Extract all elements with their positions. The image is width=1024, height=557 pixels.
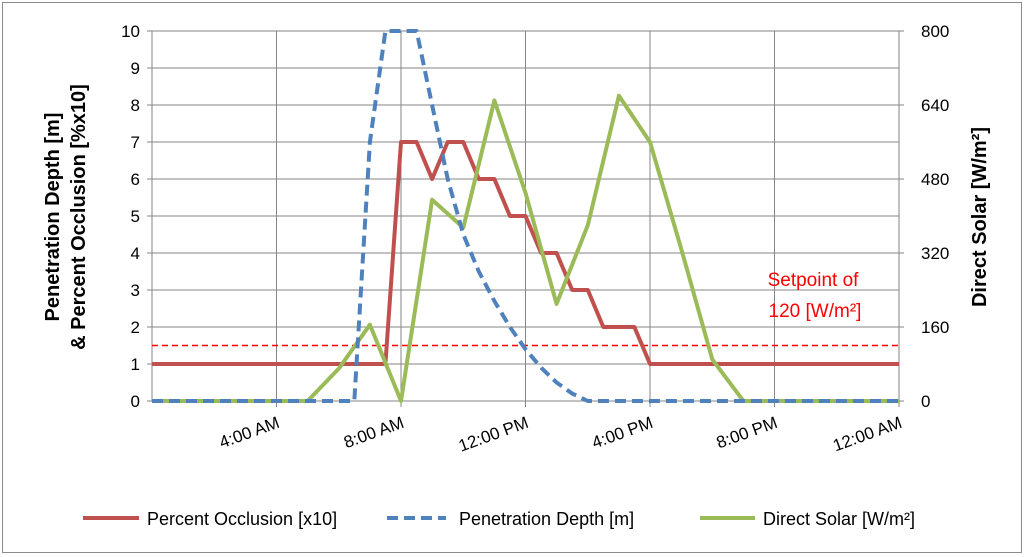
x-tick-label: 8:00 PM xyxy=(714,413,780,453)
left-axis-label-line2: & Percent Occlusion [%x10] xyxy=(68,84,90,350)
right-tick-label: 320 xyxy=(921,244,949,263)
x-tick-label: 8:00 AM xyxy=(341,413,406,452)
legend-label-occlusion: Percent Occlusion [x10] xyxy=(147,509,337,529)
left-ticks: 0 1 2 3 4 5 6 7 8 9 10 xyxy=(121,22,140,411)
left-tick-label: 1 xyxy=(131,355,140,374)
x-tick-label: 12:00 AM xyxy=(830,413,904,455)
setpoint-label-line2: 120 [W/m²] xyxy=(769,301,862,322)
x-tick-label: 12:00 PM xyxy=(456,413,531,456)
left-tick-label: 3 xyxy=(131,281,140,300)
legend: Percent Occlusion [x10] Penetration Dept… xyxy=(83,509,915,529)
series-line-penetration xyxy=(152,29,899,403)
left-tick-label: 0 xyxy=(131,392,140,411)
right-axis-label: Direct Solar [W/m²] xyxy=(969,127,991,307)
right-tick-label: 0 xyxy=(921,392,930,411)
right-tick-label: 640 xyxy=(921,96,949,115)
series-line-occlusion xyxy=(152,140,899,366)
right-tick-label: 800 xyxy=(921,22,949,41)
left-tick-label: 7 xyxy=(131,133,140,152)
left-tick-label: 8 xyxy=(131,96,140,115)
legend-label-penetration: Penetration Depth [m] xyxy=(459,509,634,529)
setpoint-label-line1: Setpoint of xyxy=(768,270,860,291)
left-tick-label: 4 xyxy=(131,244,140,263)
legend-label-solar: Direct Solar [W/m²] xyxy=(763,509,915,529)
left-tick-label: 2 xyxy=(131,318,140,337)
right-tick-label: 160 xyxy=(921,318,949,337)
right-tick-label: 480 xyxy=(921,170,949,189)
left-tick-label: 9 xyxy=(131,59,140,78)
x-tick-label: 4:00 AM xyxy=(217,413,282,452)
x-tick-label: 4:00 PM xyxy=(589,413,655,453)
series-layer xyxy=(152,29,899,403)
left-tick-label: 5 xyxy=(131,207,140,226)
right-ticks: 0 160 320 480 640 800 xyxy=(921,22,949,411)
x-ticks: 4:00 AM 8:00 AM 12:00 PM 4:00 PM 8:00 PM 12:0… xyxy=(217,413,905,456)
left-tick-label: 6 xyxy=(131,170,140,189)
left-axis-label-line1: Penetration Depth [m] xyxy=(42,113,64,322)
left-tick-label: 10 xyxy=(121,22,140,41)
chart-svg: 0 1 2 3 4 5 6 7 8 9 10 0 160 320 480 640 800 4:00 AM 8:0… xyxy=(42,22,991,529)
